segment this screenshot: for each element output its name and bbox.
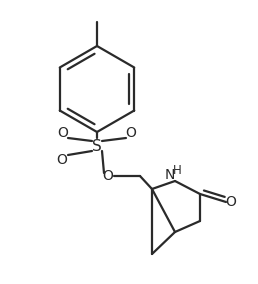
- Text: O: O: [57, 153, 67, 167]
- Text: O: O: [126, 126, 136, 140]
- Text: O: O: [225, 195, 236, 209]
- Text: O: O: [103, 169, 114, 183]
- Text: H: H: [173, 164, 181, 176]
- Text: O: O: [58, 126, 68, 140]
- Text: N: N: [165, 168, 175, 182]
- Text: S: S: [92, 139, 102, 153]
